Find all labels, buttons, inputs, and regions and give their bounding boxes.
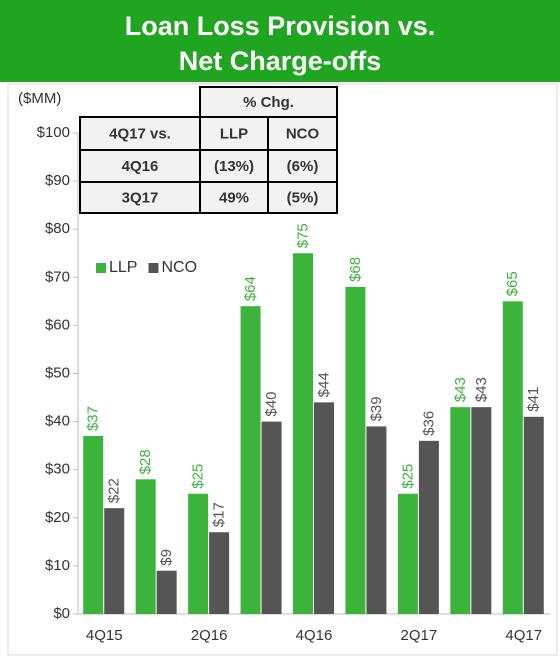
bar — [104, 508, 125, 614]
data-label: $41 — [525, 387, 542, 412]
y-tick-label: $20 — [45, 509, 70, 526]
bar — [502, 301, 523, 614]
bar — [471, 407, 492, 614]
table-cell — [267, 181, 338, 214]
bar — [261, 421, 282, 614]
table-text: (13%) — [214, 158, 254, 175]
y-tick-label: $100 — [37, 124, 70, 141]
bar — [188, 493, 209, 614]
title-banner — [0, 0, 560, 82]
y-tick-label: $70 — [45, 268, 70, 285]
table-text: 4Q16 — [122, 158, 159, 175]
data-label: $25 — [399, 464, 416, 489]
legend-swatch — [148, 263, 159, 273]
table-cell — [79, 181, 201, 214]
data-label: $43 — [452, 377, 469, 402]
bar — [418, 440, 439, 614]
bar — [135, 479, 156, 614]
table-cell — [199, 181, 269, 214]
data-label: $9 — [158, 549, 175, 566]
table-text: (5%) — [287, 189, 319, 206]
table-text: 49% — [219, 189, 249, 206]
bar — [314, 402, 334, 614]
x-tick-label: 2Q16 — [191, 627, 228, 644]
bar — [156, 570, 177, 614]
table-cell — [267, 116, 338, 151]
data-label: $64 — [242, 276, 259, 301]
bar — [240, 306, 261, 614]
chart-frame — [7, 83, 558, 656]
y-tick-label: $30 — [45, 461, 70, 478]
bar — [523, 416, 544, 614]
y-tick-label: $10 — [45, 557, 70, 574]
legend-label: LLP — [109, 259, 137, 276]
table-text: LLP — [220, 125, 248, 142]
y-axis-label: ($MM) — [18, 90, 61, 107]
x-tick-label: 4Q16 — [296, 627, 333, 644]
y-tick-label: $80 — [45, 220, 70, 237]
bar — [450, 407, 471, 614]
bar — [209, 532, 230, 614]
data-label: $25 — [190, 464, 207, 489]
table-cell — [79, 116, 201, 151]
x-tick-label: 4Q15 — [86, 627, 123, 644]
data-label: $22 — [106, 478, 123, 503]
data-label: $17 — [211, 502, 228, 527]
data-label: $75 — [294, 223, 311, 248]
legend-label: NCO — [161, 259, 197, 276]
y-tick-label: $60 — [45, 316, 70, 333]
data-label: $65 — [504, 271, 521, 296]
y-tick-label: $50 — [45, 364, 70, 381]
data-label: $36 — [420, 411, 437, 436]
legend-swatch — [96, 263, 106, 273]
y-tick-label: $40 — [45, 413, 70, 430]
bar — [293, 253, 313, 614]
table-cell — [199, 149, 269, 183]
data-label: $39 — [368, 396, 385, 421]
bar — [83, 436, 104, 614]
table-text: 4Q17 vs. — [109, 125, 171, 142]
data-label: $40 — [263, 392, 280, 417]
table-text: NCO — [286, 125, 320, 142]
bar — [366, 426, 387, 614]
table-cell — [267, 149, 338, 183]
data-label: $37 — [85, 406, 102, 431]
data-label: $44 — [315, 372, 332, 397]
chart-title: Net Charge-offs — [179, 46, 382, 76]
table-text: 3Q17 — [122, 189, 159, 206]
data-label: $43 — [473, 377, 490, 402]
table-text: (6%) — [287, 158, 319, 175]
y-tick-label: $0 — [53, 605, 70, 622]
x-tick-label: 2Q17 — [401, 627, 438, 644]
bar — [345, 286, 366, 614]
y-tick-label: $90 — [45, 172, 70, 189]
bar — [397, 493, 418, 614]
x-tick-label: 4Q17 — [505, 627, 542, 644]
table-text: % Chg. — [243, 94, 294, 111]
data-label: $68 — [347, 257, 364, 282]
chart-title: Loan Loss Provision vs. — [125, 11, 436, 41]
data-label: $28 — [137, 449, 154, 474]
